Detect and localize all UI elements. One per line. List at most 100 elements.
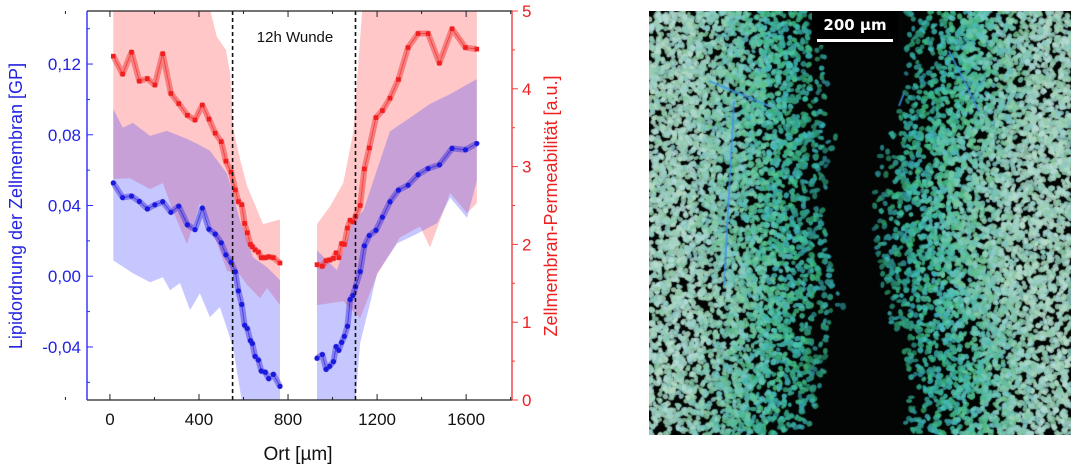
gp-data-point [235, 288, 241, 294]
gp-data-point [128, 193, 135, 199]
gp-data-point [192, 226, 198, 233]
permeability-data-point [145, 76, 150, 81]
permeability-data-point [339, 241, 344, 246]
gp-data-point [361, 243, 367, 249]
gp-data-point [212, 231, 218, 237]
gp-data-point [336, 347, 342, 353]
permeability-data-point [200, 102, 205, 108]
y-left-tick-label: 0,12 [48, 55, 81, 74]
x-tick-label: 1600 [447, 410, 485, 429]
permeability-data-point [206, 116, 212, 122]
gp-data-point [184, 222, 191, 228]
gp-data-point [152, 202, 158, 208]
permeability-data-point [362, 166, 367, 172]
gp-data-point [258, 368, 264, 374]
x-tick-label: 1200 [358, 410, 396, 429]
permeability-data-point [137, 78, 142, 84]
wound-micrograph: 200 µm [649, 11, 1071, 435]
permeability-data-point [342, 242, 347, 247]
permeability-data-point [185, 112, 190, 118]
y-left-tick-label: -0,04 [42, 338, 81, 357]
x-tick-label: 400 [185, 410, 213, 429]
scale-bar-line [817, 39, 893, 42]
permeability-data-point [168, 91, 174, 96]
y-right-tick-label: 5 [522, 2, 531, 21]
permeability-data-point [396, 77, 401, 82]
permeability-data-point [380, 108, 385, 113]
permeability-data-point [244, 230, 250, 236]
permeability-data-point [357, 203, 363, 208]
gp-data-point [366, 232, 372, 239]
gp-data-point [277, 383, 283, 389]
y-left-tick-label: 0,08 [48, 126, 81, 145]
fluorescence-image [649, 11, 1071, 435]
y-right-tick-label: 0 [522, 391, 531, 410]
gp-data-point [199, 205, 205, 211]
gp-data-point [344, 323, 351, 329]
gp-data-point [462, 147, 469, 153]
scale-bar: 200 µm [812, 11, 898, 45]
gp-data-point [350, 292, 356, 299]
gp-data-point [474, 140, 480, 147]
permeability-data-point [263, 255, 268, 260]
permeability-data-point [336, 255, 342, 260]
gp-data-point [425, 165, 431, 172]
y-left-tick-label: 0,00 [48, 267, 81, 286]
permeability-data-point [248, 242, 253, 247]
permeability-data-point [405, 45, 411, 50]
gp-data-point [339, 339, 345, 345]
permeability-data-point [350, 219, 356, 225]
permeability-std-band [316, 11, 477, 319]
gp-data-point [160, 199, 166, 205]
gp-data-point [232, 269, 238, 275]
wound-annotation: 12h Wunde [257, 29, 333, 46]
gp-data-point [218, 240, 224, 246]
x-tick-label: 0 [105, 410, 114, 429]
permeability-data-point [437, 60, 442, 66]
permeability-data-point [218, 139, 224, 145]
gp-data-point [319, 351, 325, 358]
permeability-data-point [223, 158, 229, 164]
gp-data-point [330, 359, 337, 365]
gp-data-point [120, 194, 126, 201]
y-right-tick-label: 4 [522, 80, 531, 99]
y-right-tick-label: 2 [522, 235, 531, 254]
permeability-data-point [323, 258, 329, 264]
gp-data-point [347, 296, 353, 303]
permeability-data-point [176, 101, 182, 106]
permeability-data-point [110, 53, 116, 59]
permeability-data-point [320, 263, 325, 269]
gp-data-point [110, 180, 116, 186]
gp-data-point [239, 301, 245, 308]
permeability-data-point [314, 262, 320, 267]
gp-data-point [341, 333, 347, 339]
y-left-axis-label: Lipidordnung der Zellmembran [GP] [6, 63, 26, 349]
permeability-data-point [474, 46, 480, 52]
gp-std-band [113, 108, 281, 400]
wound-edge-lines [231, 11, 357, 400]
permeability-data-point [236, 199, 241, 204]
gp-data-point [262, 369, 268, 375]
gp-data-point [333, 344, 339, 350]
gp-data-point [327, 363, 333, 369]
gp-data-point [373, 227, 379, 233]
permeability-data-point [277, 260, 283, 266]
gp-data-point [314, 355, 320, 361]
permeability-data-point [266, 254, 271, 260]
y-left-tick-label: 0,04 [48, 197, 81, 216]
permeability-data-point [345, 225, 350, 231]
gp-data-point [244, 325, 250, 332]
permeability-data-point [120, 71, 125, 77]
permeability-data-point [250, 244, 255, 250]
gp-data-point [176, 203, 182, 209]
gp-std-band [316, 79, 477, 400]
gp-data-point [249, 340, 256, 347]
gp-data-point [415, 172, 421, 178]
y-right-tick-label: 1 [522, 313, 531, 332]
gp-data-point [436, 162, 443, 168]
permeability-data-point [239, 202, 245, 208]
permeability-data-point [347, 217, 353, 223]
gp-data-point [387, 199, 393, 205]
permeability-data-point [333, 250, 339, 256]
permeability-data-point [212, 130, 218, 136]
